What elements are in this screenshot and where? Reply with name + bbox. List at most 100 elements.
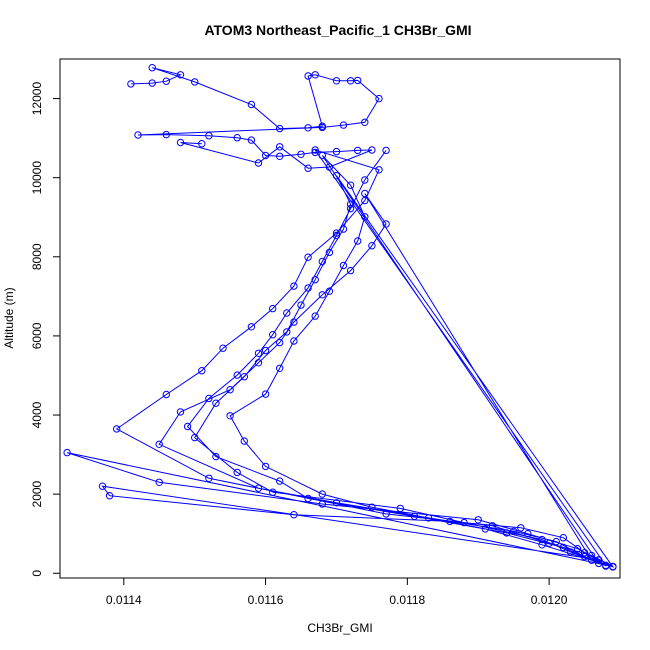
data-point [368, 503, 376, 511]
y-axis: 0 2000 4000 6000 8000 10000 12000 [30, 82, 61, 577]
data-point [247, 136, 256, 144]
data-point [311, 276, 319, 284]
data-point [290, 318, 298, 326]
data-point [261, 346, 270, 355]
data-point [212, 452, 220, 461]
x-tick-label: 0.0120 [531, 593, 568, 607]
x-tick-label: 0.0116 [248, 593, 284, 607]
data-point [304, 124, 312, 132]
data-point [233, 371, 241, 379]
data-point [297, 301, 305, 309]
data-point [304, 253, 312, 261]
data-point [517, 524, 525, 532]
data-point [510, 527, 518, 535]
data-point [382, 220, 390, 228]
data-point [318, 257, 326, 266]
data-point [198, 140, 206, 148]
data-point [290, 282, 298, 290]
data-point [269, 488, 277, 496]
data-point [396, 504, 404, 513]
data-point [332, 172, 341, 180]
y-axis-label: Altitude (m) [2, 287, 16, 348]
data-point [261, 390, 270, 398]
data-point [113, 425, 121, 433]
data-point [410, 512, 419, 520]
data-point [346, 181, 355, 189]
y-tick-label: 8000 [30, 243, 44, 270]
data-point [205, 132, 213, 140]
data-point [226, 412, 234, 420]
data-point [297, 150, 305, 159]
data-point [346, 204, 355, 213]
data-point [346, 77, 355, 85]
data-point [304, 494, 312, 503]
y-tick-label: 4000 [30, 401, 44, 428]
data-point [375, 166, 383, 174]
data-point [240, 373, 249, 381]
data-point [283, 309, 291, 317]
data-point [233, 468, 241, 477]
data-point [240, 437, 249, 445]
x-axis-label: CH3Br_GMI [307, 621, 372, 635]
data-point [261, 151, 270, 160]
data-point [311, 148, 319, 157]
data-point [587, 556, 596, 564]
data-point [346, 266, 355, 275]
data-point [538, 535, 546, 544]
data-point [559, 534, 567, 542]
data-point [382, 510, 390, 518]
data-point [361, 189, 369, 198]
series-line [66, 149, 615, 568]
data-point [205, 394, 213, 403]
data-point [346, 200, 355, 208]
data-point [325, 248, 334, 257]
x-axis: 0.0114 0.0116 0.0118 0.0120 [106, 577, 568, 607]
data-point [318, 123, 326, 132]
data-point [304, 284, 312, 292]
data-point [595, 556, 603, 564]
data-point [311, 312, 319, 320]
data-point [162, 390, 171, 399]
data-point [198, 367, 206, 375]
data-point [205, 474, 213, 482]
data-point [276, 364, 284, 372]
data-point [587, 551, 596, 560]
data-point [325, 163, 334, 171]
data-point [276, 143, 284, 151]
data-series [63, 64, 617, 571]
data-point [446, 517, 454, 526]
data-point [254, 359, 263, 367]
data-point [368, 242, 376, 250]
data-point [595, 559, 603, 568]
data-point [339, 121, 348, 129]
data-point [176, 408, 185, 416]
data-point [354, 146, 362, 155]
data-point [481, 525, 489, 533]
data-point [261, 462, 270, 471]
data-point [148, 64, 156, 72]
data-point [538, 541, 546, 549]
y-tick-label: 2000 [30, 480, 44, 507]
data-point [247, 323, 256, 331]
data-point [155, 478, 163, 486]
chart-title: ATOM3 Northeast_Pacific_1 CH3Br_GMI [204, 22, 471, 38]
data-point [545, 539, 553, 547]
data-point [176, 138, 185, 147]
data-point [176, 71, 185, 79]
data-point [332, 147, 341, 156]
y-tick-label: 10000 [30, 161, 44, 195]
data-point [304, 164, 312, 172]
y-tick-label: 6000 [30, 322, 44, 349]
data-point [375, 94, 383, 103]
data-point [254, 484, 263, 492]
data-point [382, 146, 390, 155]
data-point [269, 304, 277, 313]
data-point [361, 176, 369, 184]
data-point [318, 291, 326, 299]
y-tick-label: 12000 [30, 82, 44, 116]
data-point [148, 79, 156, 87]
data-point [566, 548, 575, 556]
data-point [559, 543, 567, 552]
data-point [339, 225, 348, 233]
data-point [318, 490, 326, 498]
